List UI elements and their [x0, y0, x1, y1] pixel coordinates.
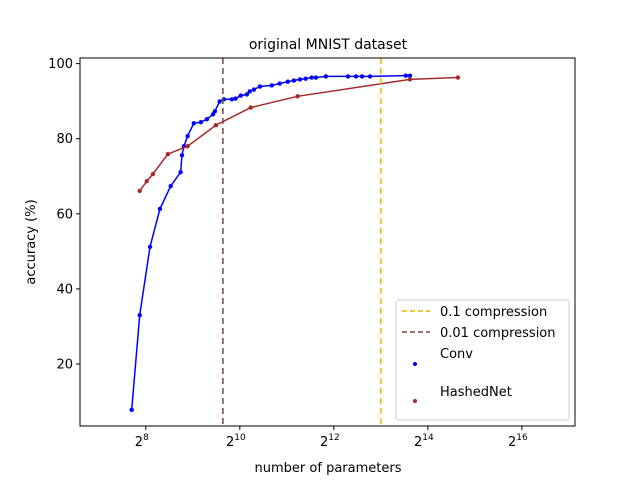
data-point-hashednet	[213, 123, 219, 128]
data-point-conv	[257, 84, 263, 89]
x-tick-label: 216	[508, 433, 528, 450]
data-point-conv	[291, 78, 297, 83]
data-point-conv	[198, 120, 204, 125]
data-point-conv	[204, 117, 210, 122]
data-point-conv	[367, 74, 373, 79]
legend-label-conv: Conv	[440, 347, 473, 362]
data-point-conv	[403, 73, 408, 78]
y-tick-label: 80	[56, 132, 73, 147]
data-point-conv	[233, 96, 238, 101]
data-point-hashednet	[407, 77, 413, 82]
data-point-conv	[229, 97, 235, 102]
data-point-conv	[238, 93, 243, 98]
plot-area	[129, 58, 461, 426]
data-point-conv	[251, 87, 257, 92]
legend-label-0.01-compression: 0.01 compression	[440, 326, 556, 341]
y-tick-label: 100	[48, 57, 73, 72]
data-point-conv	[157, 206, 163, 212]
y-axis-label: accuracy (%)	[24, 199, 39, 284]
data-point-conv	[244, 92, 250, 97]
data-point-hashednet	[248, 105, 253, 110]
data-point-hashednet	[185, 144, 190, 149]
x-tick-label: 212	[320, 433, 340, 450]
y-axis: 20 40 60 80 100	[48, 57, 80, 373]
x-tick-label: 214	[414, 433, 434, 450]
data-point-hashednet	[295, 94, 300, 99]
data-point-conv	[217, 99, 222, 104]
data-point-conv	[277, 81, 282, 86]
data-point-conv	[137, 313, 142, 318]
data-point-hashednet	[455, 75, 461, 80]
data-point-conv	[269, 83, 274, 88]
data-point-conv	[285, 79, 290, 84]
data-point-hashednet	[144, 178, 149, 184]
x-tick-label: 210	[226, 433, 246, 450]
data-point-conv	[303, 76, 308, 81]
legend-marker-hashednet	[413, 399, 417, 403]
legend-box	[395, 299, 570, 421]
data-point-conv	[129, 407, 134, 413]
data-point-conv	[178, 169, 183, 175]
y-tick-label: 40	[56, 282, 73, 297]
data-point-conv	[179, 153, 185, 158]
data-point-conv	[247, 89, 252, 94]
legend-label-0.1-compression: 0.1 compression	[440, 305, 547, 320]
data-point-conv	[323, 74, 329, 79]
data-point-conv	[168, 183, 173, 189]
data-point-conv	[191, 121, 196, 126]
data-point-conv	[353, 74, 359, 79]
series-line-conv	[130, 74, 410, 410]
data-point-conv	[309, 75, 314, 80]
x-tick-label: 28	[135, 433, 149, 450]
data-point-hashednet	[137, 188, 142, 194]
x-axis: 28 210 212 214 216	[135, 426, 528, 450]
data-point-conv	[313, 75, 319, 80]
axes-frame	[79, 57, 576, 427]
data-point-conv	[297, 77, 303, 82]
data-point-conv	[359, 74, 365, 79]
data-point-conv	[407, 73, 413, 78]
legend: 0.1 compression 0.01 compression Conv Ha…	[395, 299, 570, 421]
data-point-hashednet	[150, 171, 156, 177]
y-tick-label: 60	[56, 207, 73, 222]
chart-title: original MNIST dataset	[249, 37, 408, 53]
legend-marker-conv	[413, 362, 417, 366]
data-point-conv	[147, 244, 153, 250]
legend-label-hashednet: HashedNet	[440, 385, 512, 400]
data-point-conv	[345, 74, 351, 79]
data-point-conv	[185, 133, 190, 139]
series-line-hashednet	[139, 76, 458, 192]
x-axis-label: number of parameters	[255, 461, 402, 476]
data-point-conv	[212, 109, 218, 114]
y-tick-label: 20	[56, 358, 73, 373]
data-point-hashednet	[165, 151, 171, 157]
